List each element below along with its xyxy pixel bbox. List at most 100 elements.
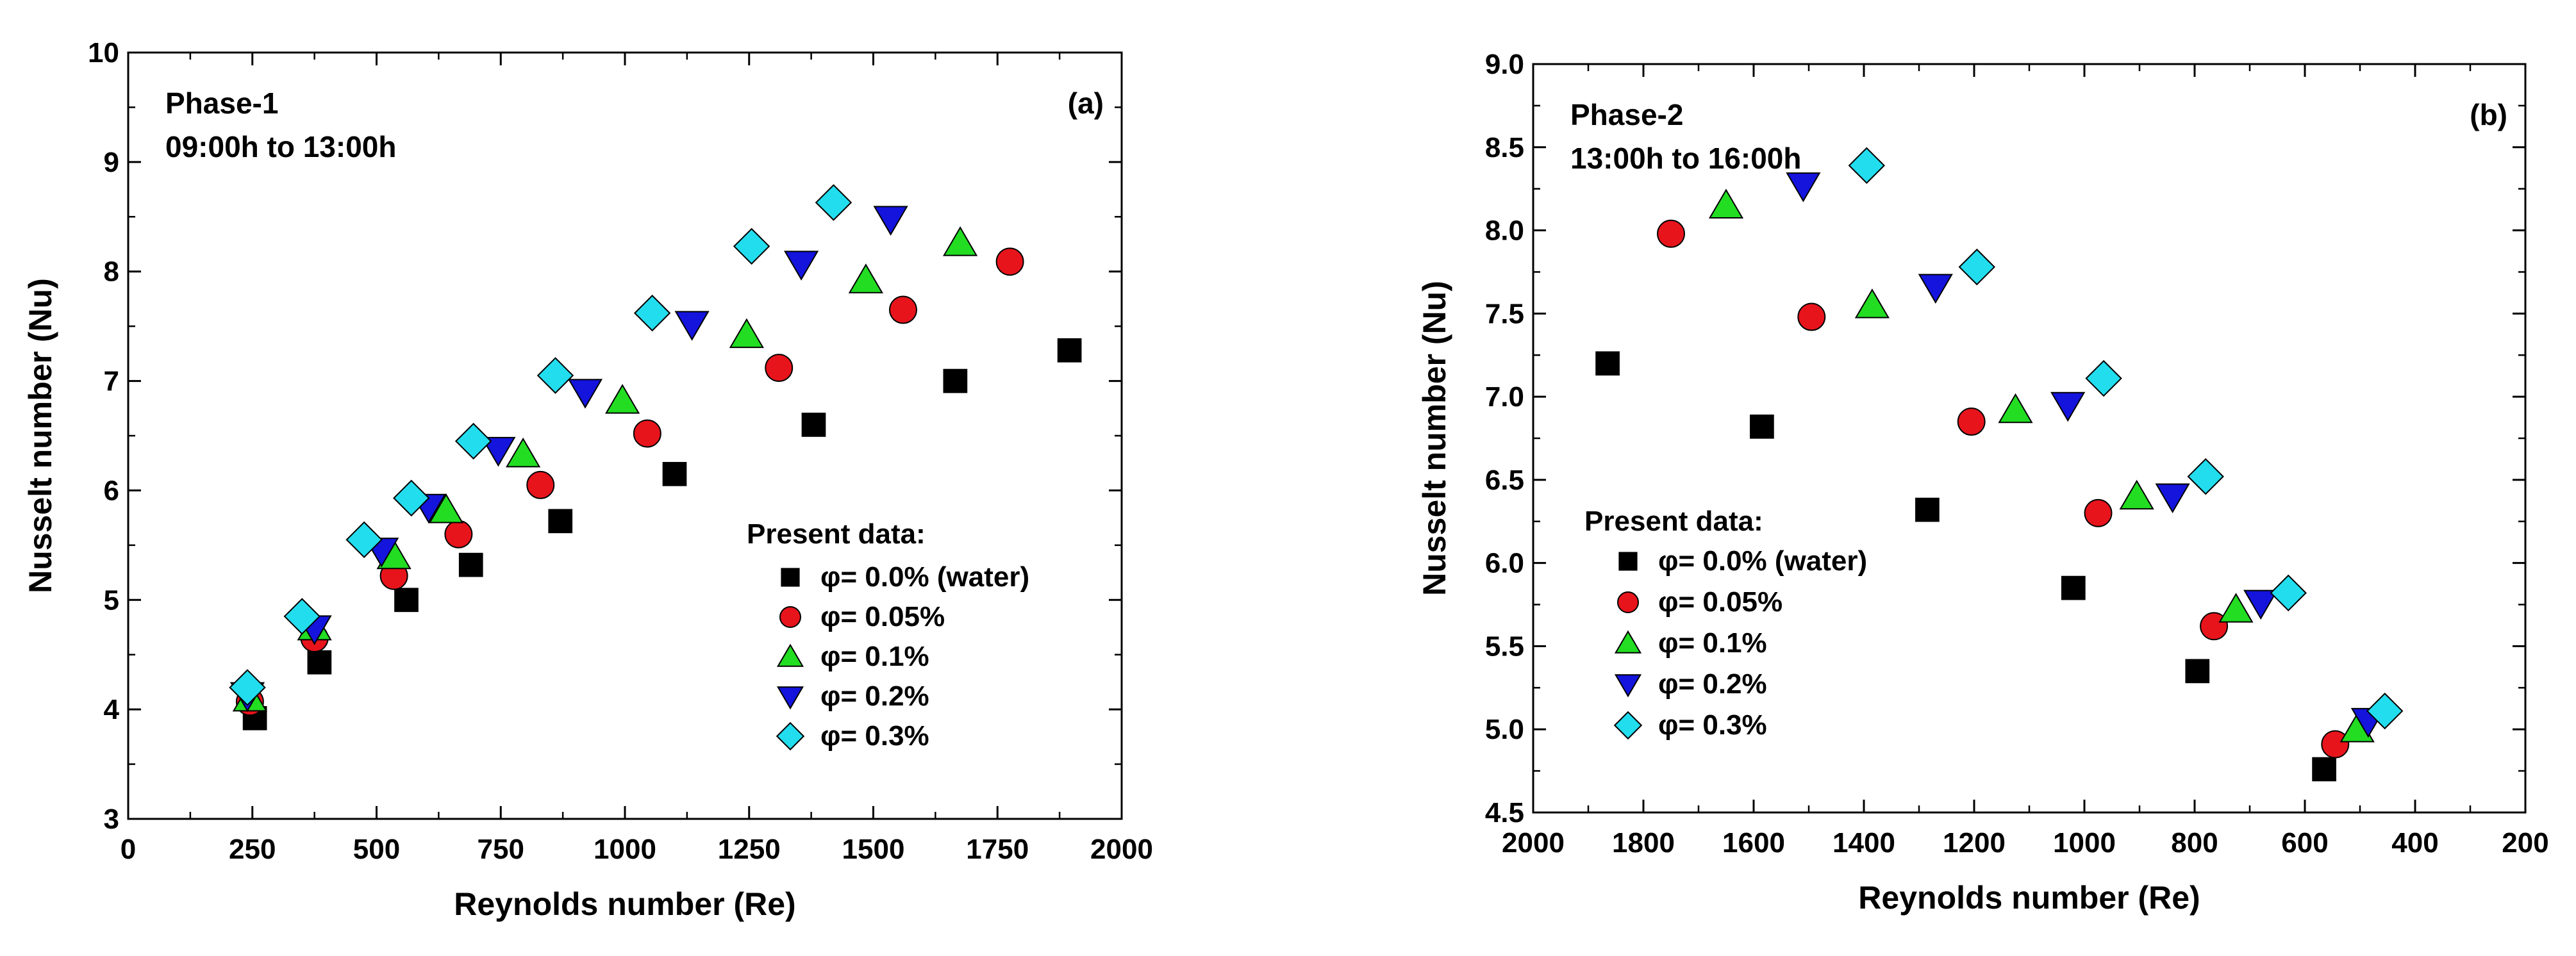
data-point (1708, 188, 1744, 218)
y-tick-label: 9.0 (1485, 49, 1524, 80)
data-point (428, 493, 464, 523)
x-tick-label: 750 (478, 834, 524, 865)
data-point (889, 295, 917, 324)
data-point (2218, 593, 2254, 623)
legend-marker (776, 686, 804, 710)
y-tick-label: 5.5 (1485, 630, 1524, 662)
data-point (1848, 147, 1886, 185)
x-tick-label: 1600 (1722, 827, 1785, 859)
data-point (1657, 219, 1685, 248)
data-point (733, 227, 770, 265)
legend: Present data: φ= 0.0% (water) φ= 0.05% φ= 0… (1584, 506, 1867, 741)
data-point (765, 354, 794, 383)
data-point (393, 479, 430, 517)
data-point (2243, 589, 2279, 620)
data-point (2050, 391, 2086, 422)
data-point (995, 247, 1024, 276)
legend-entry: φ= 0.1% (1658, 627, 1767, 659)
data-point (873, 206, 908, 236)
y-tick-label: 9 (104, 147, 119, 178)
data-point (1797, 302, 1826, 331)
x-tick-label: 400 (2391, 827, 2438, 859)
x-tick-label: 2000 (1090, 834, 1153, 865)
y-axis-title: Nusselt number (Nu) (1417, 281, 1452, 596)
y-tick-label: 6 (104, 475, 119, 506)
y-tick-label: 8.0 (1485, 215, 1524, 247)
data-point (1915, 497, 1940, 522)
data-point (784, 251, 819, 281)
legend-title: Present data: (747, 518, 926, 550)
x-axis-title: Reynolds number (Re) (1858, 880, 2200, 916)
data-point (2061, 575, 2086, 600)
data-point (2084, 499, 2113, 527)
data-point (2185, 659, 2210, 684)
series-3 (229, 206, 908, 713)
data-point (801, 413, 826, 437)
data-point (848, 263, 883, 293)
x-tick-label: 1750 (966, 834, 1029, 865)
plot-frame (1532, 63, 2527, 814)
phase-subtitle: 13:00h to 16:00h (1570, 142, 1801, 175)
series-3 (1786, 172, 2386, 738)
series-1 (1657, 219, 2350, 759)
data-point (633, 419, 661, 448)
data-point (548, 509, 573, 534)
data-point (943, 226, 978, 256)
legend-marker (776, 721, 805, 751)
legend-entry: φ= 0.3% (820, 720, 929, 752)
x-tick-label: 1000 (594, 834, 656, 865)
legend: Present data: φ= 0.0% (water) φ= 0.05% φ= 0… (747, 518, 1029, 752)
data-point (1057, 338, 1082, 363)
y-tick-label: 7.5 (1485, 298, 1524, 329)
data-point (2366, 692, 2404, 730)
panel-label: (a) (1068, 87, 1104, 120)
x-tick-label: 500 (353, 834, 400, 865)
data-point (2312, 757, 2336, 782)
data-point (943, 368, 968, 393)
legend-title: Present data: (1584, 506, 1763, 537)
series-2 (1708, 188, 2375, 743)
x-tick-label: 1000 (2053, 827, 2116, 859)
data-point (1957, 408, 1986, 436)
data-point (1786, 172, 1821, 202)
data-point (506, 437, 541, 468)
panel-label: (b) (2470, 98, 2507, 131)
data-point (454, 422, 492, 460)
y-tick-label: 8 (104, 256, 119, 288)
chart-panel-0: 0 250 500 750 1000 1250 1500 1750 2000 3 4 5 6 7 8 9 10 R… (22, 37, 1153, 922)
y-axis-title: Nusselt number (Nu) (22, 278, 58, 593)
chart-panel-1: 2000 1800 1600 1400 1200 1000 800 600 400 200 4.5 5… (1417, 49, 2549, 916)
data-point (229, 669, 266, 706)
y-tick-label: 5 (104, 584, 119, 616)
data-point (1998, 393, 2033, 424)
phase-title: Phase-1 (165, 87, 278, 120)
data-point (729, 318, 764, 349)
data-point (2085, 359, 2122, 397)
legend-marker (1613, 711, 1643, 740)
x-axis-title: Reynolds number (Re) (454, 886, 795, 922)
data-point (526, 470, 555, 499)
data-point (444, 520, 473, 548)
y-tick-label: 8.5 (1485, 132, 1524, 163)
data-point (307, 650, 332, 675)
y-tick-label: 4 (104, 694, 120, 725)
legend-entry: φ= 0.0% (water) (820, 561, 1029, 593)
x-tick-label: 1200 (1943, 827, 2006, 859)
data-point (1854, 288, 1890, 318)
data-point (633, 294, 671, 332)
legend-marker (1618, 552, 1638, 571)
legend-marker (781, 568, 800, 587)
y-tick-label: 10 (88, 37, 119, 69)
data-point (1595, 351, 1620, 376)
data-point (1918, 274, 1953, 304)
y-tick-label: 6.5 (1485, 465, 1524, 496)
x-tick-label: 1400 (1832, 827, 1895, 859)
data-point (674, 311, 710, 341)
legend-entry: φ= 0.1% (820, 641, 929, 672)
y-tick-label: 6.0 (1485, 548, 1524, 579)
legend-marker (1614, 630, 1642, 654)
x-tick-label: 800 (2171, 827, 2218, 859)
data-point (567, 379, 603, 409)
legend-entry: φ= 0.05% (1658, 586, 1782, 618)
